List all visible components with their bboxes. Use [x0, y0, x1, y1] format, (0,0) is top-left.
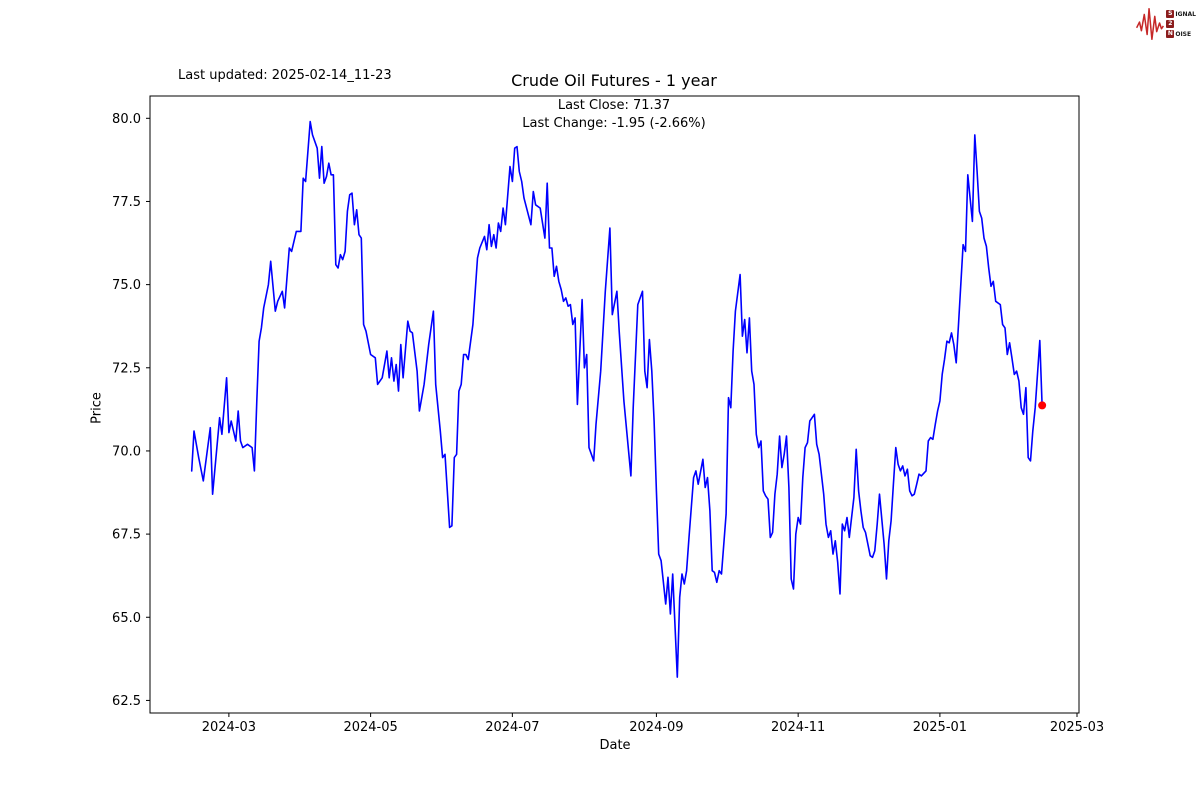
- logo-badge-n: N: [1166, 30, 1175, 38]
- last-close-annotation: Last Close: 71.37: [557, 98, 671, 113]
- waveform-icon: [1136, 7, 1165, 41]
- svg-text:2024-03: 2024-03: [202, 720, 256, 735]
- signal2noise-logo: S IGNAL 2 N OISE: [1135, 3, 1196, 45]
- svg-text:67.5: 67.5: [112, 528, 141, 543]
- y-axis-label: Price: [89, 392, 105, 424]
- svg-text:2024-09: 2024-09: [629, 720, 683, 735]
- svg-text:2024-07: 2024-07: [485, 720, 539, 735]
- svg-text:2024-11: 2024-11: [771, 720, 825, 735]
- x-axis-label: Date: [599, 738, 631, 753]
- logo-badge-s: S: [1166, 10, 1175, 18]
- last-change-annotation: Last Change: -1.95 (-2.66%): [522, 116, 706, 131]
- chart-title: Crude Oil Futures - 1 year: [511, 71, 717, 90]
- logo-row-2: 2: [1166, 20, 1196, 28]
- svg-text:75.0: 75.0: [112, 278, 141, 293]
- svg-text:65.0: 65.0: [112, 611, 141, 626]
- svg-text:2025-03: 2025-03: [1050, 720, 1104, 735]
- svg-text:2025-01: 2025-01: [913, 720, 967, 735]
- svg-text:62.5: 62.5: [112, 694, 141, 709]
- logo-row-signal: S IGNAL: [1166, 10, 1196, 18]
- svg-text:72.5: 72.5: [112, 361, 141, 376]
- svg-text:80.0: 80.0: [112, 112, 141, 127]
- svg-text:70.0: 70.0: [112, 444, 141, 459]
- last-updated-text: Last updated: 2025-02-14_11-23: [178, 68, 392, 83]
- svg-text:2024-05: 2024-05: [343, 720, 397, 735]
- logo-row-noise: N OISE: [1166, 30, 1192, 38]
- svg-text:77.5: 77.5: [112, 195, 141, 210]
- logo-text: S IGNAL 2 N OISE: [1166, 10, 1196, 38]
- logo-badge-2: 2: [1166, 20, 1175, 28]
